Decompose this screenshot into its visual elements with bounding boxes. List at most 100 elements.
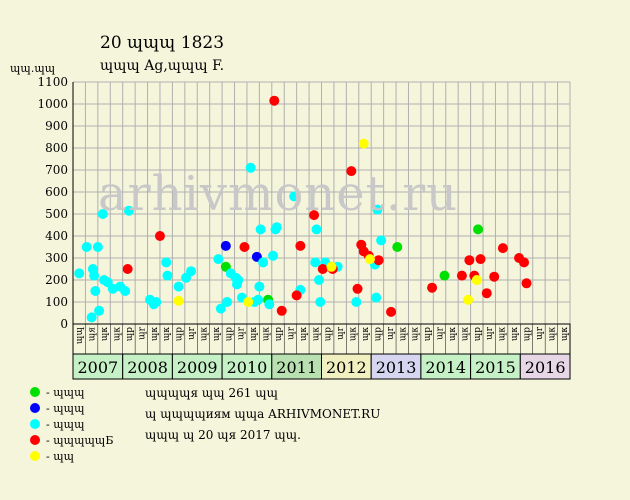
data-point	[315, 297, 326, 307]
quarter-label: ɰр	[373, 327, 383, 342]
data-point	[376, 235, 387, 246]
quarter-label: ɰк	[349, 327, 359, 342]
y-tick-label: 300	[45, 251, 68, 265]
data-point	[92, 242, 103, 252]
year-label: 2015	[475, 358, 516, 377]
data-point	[255, 224, 266, 235]
quarter-label: ɰк	[510, 327, 520, 342]
data-point	[245, 162, 256, 173]
quarter-label: ɰр	[523, 327, 533, 342]
data-point	[81, 242, 92, 252]
y-axis-unit: ɰɰ.ɰɰ	[10, 62, 56, 75]
y-tick-label: 200	[45, 273, 68, 287]
year-cell	[519, 353, 571, 380]
data-point	[243, 297, 254, 307]
quarter-label: ɰr	[187, 326, 197, 340]
quarter-label: ɰя	[88, 327, 98, 342]
quarter-label: ɰк	[361, 327, 371, 342]
legend-item: - ɰɰɰ	[30, 384, 113, 400]
data-point	[264, 299, 275, 310]
y-tick-label: 600	[45, 185, 68, 199]
data-point	[372, 204, 383, 215]
chart-subtitle: ɰɰɰ Ag,ɰɰɰ F.	[100, 58, 225, 74]
data-point	[233, 275, 244, 285]
chart-title: 20 ɰɰɰ 1823	[100, 33, 225, 53]
legend-swatch	[30, 435, 40, 445]
data-point	[173, 281, 184, 292]
quarter-label: ɰк	[112, 327, 122, 342]
y-tick-label: 800	[45, 141, 68, 155]
y-tick-label: 900	[45, 119, 68, 133]
quarter-label: ɰк	[398, 327, 408, 342]
legend-item: - ɰɰɰ	[30, 416, 113, 432]
year-label: 2007	[77, 358, 118, 377]
y-tick-label: 500	[45, 207, 68, 221]
y-tick-label: 0	[60, 317, 68, 331]
year-cell	[122, 353, 173, 380]
data-point	[309, 210, 320, 221]
data-point	[74, 268, 85, 279]
data-point	[427, 282, 438, 293]
data-point	[358, 138, 369, 149]
data-point	[89, 270, 100, 281]
data-point	[317, 264, 328, 274]
data-point	[326, 261, 337, 272]
data-point	[364, 254, 375, 265]
quarter-label: ɰr	[535, 326, 545, 340]
legend-item: - ɰɰɰ	[30, 400, 113, 416]
quarter-label: ɰк	[299, 327, 309, 342]
data-point	[94, 305, 105, 316]
data-point	[291, 290, 302, 301]
data-point	[269, 95, 280, 106]
quarter-label: ɰк	[150, 327, 160, 342]
y-tick-label: 100	[45, 295, 68, 309]
year-label: 2014	[425, 358, 466, 377]
legend-label: - ɰɰɰɰɰБ	[46, 433, 114, 447]
data-point	[352, 283, 363, 294]
quarter-label: ɰк	[199, 327, 209, 342]
data-point	[346, 166, 357, 177]
data-point	[173, 295, 184, 306]
quarter-label: ɰк	[100, 327, 110, 342]
year-label: 2011	[276, 358, 317, 377]
y-tick-label: 1000	[37, 97, 68, 111]
data-point	[258, 257, 269, 268]
data-point	[253, 294, 264, 305]
data-point	[154, 231, 165, 241]
year-label: 2009	[177, 358, 218, 377]
data-point	[186, 266, 197, 277]
footer-line-source: ɰ ɰɰɰɰиям ɰɰa ARHIVMONET.RU	[145, 407, 381, 421]
data-point	[489, 271, 500, 282]
legend: - ɰɰɰ - ɰɰɰ - ɰɰɰ - ɰɰɰɰɰБ - ɰɰ	[30, 384, 113, 464]
data-point	[464, 255, 475, 266]
year-label: 2016	[525, 358, 566, 377]
footer-line-date: ɰɰɰ ɰ 20 ɰя 2017 ɰɰ.	[145, 428, 301, 442]
watermark: arhivmonet.ru	[98, 166, 459, 222]
data-point	[271, 222, 282, 233]
quarter-label: ɰr	[286, 326, 296, 340]
quarter-label: ɰр	[175, 327, 185, 342]
y-tick-label: 700	[45, 163, 68, 177]
year-cell	[420, 353, 472, 380]
data-point	[519, 257, 530, 268]
y-tick-label: 400	[45, 229, 68, 243]
data-point	[151, 297, 162, 307]
quarter-label: ɰr	[336, 326, 346, 340]
year-label: 2008	[127, 358, 168, 377]
legend-swatch	[30, 419, 40, 429]
quarter-label: ɰк	[460, 327, 470, 342]
data-point	[311, 224, 322, 235]
data-point	[213, 254, 224, 265]
data-point	[497, 243, 508, 254]
year-cell	[271, 353, 322, 380]
data-point	[521, 278, 532, 289]
data-point	[471, 275, 482, 285]
quarter-label: ɰр	[473, 327, 483, 342]
data-point	[463, 294, 474, 305]
data-point	[371, 292, 382, 303]
quarter-label: ɰк	[560, 327, 570, 342]
data-point	[86, 312, 97, 323]
footer-line-count: ɰɰɰɰя ɰɰ 261 ɰɰ	[145, 386, 278, 400]
quarter-label: ɰк	[311, 327, 321, 342]
data-point	[373, 255, 384, 266]
